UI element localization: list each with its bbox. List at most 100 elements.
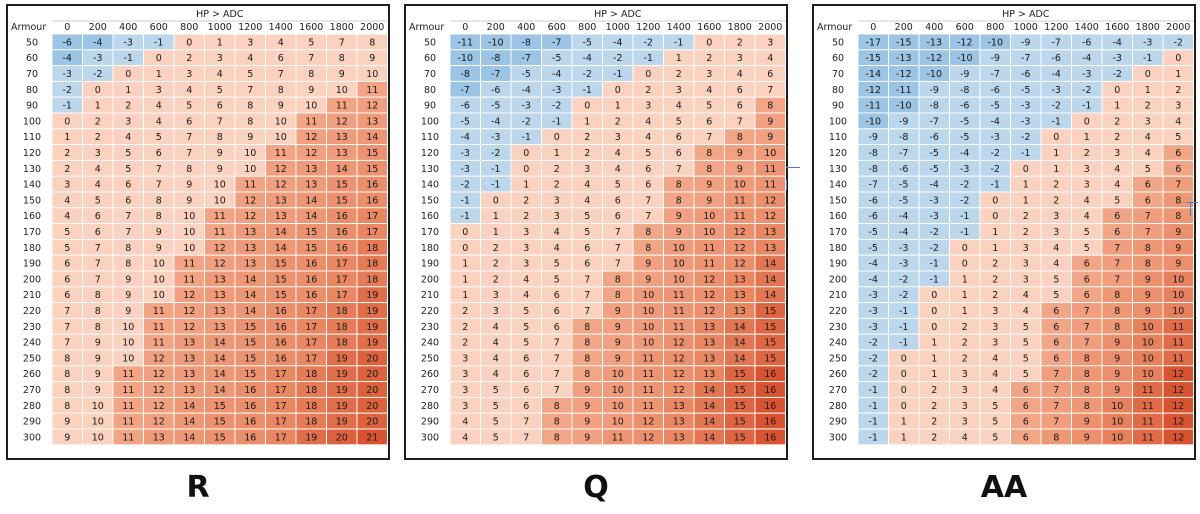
cell-value-label: 3 xyxy=(1084,180,1090,191)
cell-value-label: 17 xyxy=(366,211,378,222)
cell-value-label: 4 xyxy=(554,243,560,254)
cell-value-label: 2 xyxy=(1084,148,1090,159)
cell-value-label: 16 xyxy=(764,369,776,380)
row-tick-label: 250 xyxy=(23,353,41,364)
cell-value-label: -5 xyxy=(491,101,500,112)
cell-value-label: -4 xyxy=(63,53,72,64)
cell-value-label: 2 xyxy=(962,322,968,333)
cell-value-label: -4 xyxy=(491,116,500,127)
cell-value-label: 8 xyxy=(615,290,621,301)
cell-value-label: 9 xyxy=(308,85,314,96)
cell-value-label: 6 xyxy=(554,322,560,333)
cell-value-label: 14 xyxy=(183,401,195,412)
cell-value-label: 12 xyxy=(336,116,348,127)
column-tick-label: 400 xyxy=(925,22,943,33)
cell-value-label: -8 xyxy=(869,164,878,175)
column-tick-label: 0 xyxy=(64,22,70,33)
cell-value-label: 4 xyxy=(247,53,253,64)
cell-value-label: 7 xyxy=(1175,180,1181,191)
row-tick-label: 160 xyxy=(421,211,439,222)
row-tick-label: 240 xyxy=(23,338,41,349)
cell-value-label: 3 xyxy=(523,259,529,270)
cell-value-label: 13 xyxy=(275,211,287,222)
cell-value-label: 1 xyxy=(462,274,468,285)
cell-value-label: 3 xyxy=(1084,164,1090,175)
cell-value-label: 7 xyxy=(615,243,621,254)
cell-value-label: 14 xyxy=(764,274,776,285)
column-tick-label: 200 xyxy=(895,22,913,33)
cell-value-label: 3 xyxy=(1023,243,1029,254)
cell-value-label: 15 xyxy=(275,290,287,301)
cell-value-label: 9 xyxy=(278,101,284,112)
cell-value-label: 14 xyxy=(734,322,746,333)
cell-value-label: 7 xyxy=(615,227,621,238)
top-title: HP > ADC xyxy=(594,9,642,20)
cell-value-label: 11 xyxy=(642,385,654,396)
cell-value-label: 3 xyxy=(1053,227,1059,238)
cell-value-label: 13 xyxy=(275,195,287,206)
cell-value-label: 0 xyxy=(901,353,907,364)
cell-value-label: -5 xyxy=(991,101,1000,112)
cell-value-label: 12 xyxy=(734,243,746,254)
cell-value-label: 9 xyxy=(737,164,743,175)
cell-value-label: 6 xyxy=(95,211,101,222)
cell-value-label: 6 xyxy=(1023,401,1029,412)
cell-value-label: -4 xyxy=(1052,69,1061,80)
cell-value-label: 6 xyxy=(1084,259,1090,270)
cell-value-label: 11 xyxy=(366,85,378,96)
cell-value-label: 11 xyxy=(305,116,317,127)
cell-value-label: -2 xyxy=(1082,85,1091,96)
cell-value-label: -1 xyxy=(899,306,908,317)
cell-value-label: 9 xyxy=(1145,274,1151,285)
cell-value-label: 12 xyxy=(366,101,378,112)
cell-value-label: 0 xyxy=(493,195,499,206)
cell-value-label: 4 xyxy=(278,37,284,48)
cell-value-label: 0 xyxy=(125,69,131,80)
cell-value-label: 2 xyxy=(706,53,712,64)
cell-value-label: 12 xyxy=(764,195,776,206)
cell-value-label: 4 xyxy=(1114,164,1120,175)
cell-value-label: 9 xyxy=(217,148,223,159)
cell-value-label: 12 xyxy=(305,132,317,143)
cell-value-label: 6 xyxy=(523,401,529,412)
cell-value-label: 8 xyxy=(308,69,314,80)
cell-value-label: 17 xyxy=(336,290,348,301)
cell-value-label: -7 xyxy=(1052,37,1061,48)
cell-value-label: 11 xyxy=(153,322,165,333)
cell-value-label: 7 xyxy=(615,259,621,270)
cell-value-label: -5 xyxy=(552,53,561,64)
cell-value-label: 17 xyxy=(275,385,287,396)
cell-value-label: 6 xyxy=(1023,417,1029,428)
cell-value-label: 6 xyxy=(615,195,621,206)
row-tick-label: 120 xyxy=(23,148,41,159)
cell-value-label: 5 xyxy=(1145,164,1151,175)
cell-value-label: -13 xyxy=(926,37,942,48)
row-tick-label: 120 xyxy=(829,148,847,159)
cell-value-label: 4 xyxy=(462,417,468,428)
cell-value-label: 2 xyxy=(1023,227,1029,238)
cell-value-label: -2 xyxy=(93,69,102,80)
cell-value-label: -2 xyxy=(991,148,1000,159)
cell-value-label: -7 xyxy=(899,148,908,159)
cell-value-label: 14 xyxy=(366,132,378,143)
cell-value-label: 6 xyxy=(64,259,70,270)
cell-value-label: -5 xyxy=(960,116,969,127)
cell-value-label: 11 xyxy=(214,227,226,238)
column-tick-label: 800 xyxy=(986,22,1004,33)
cell-value-label: 11 xyxy=(703,259,715,270)
cell-value-label: 8 xyxy=(676,180,682,191)
column-tick-label: 1800 xyxy=(1136,22,1160,33)
cell-value-label: 17 xyxy=(305,322,317,333)
cell-value-label: -8 xyxy=(522,37,531,48)
cell-value-label: 3 xyxy=(95,148,101,159)
column-tick-label: 1400 xyxy=(667,22,691,33)
cell-value-label: 7 xyxy=(1114,274,1120,285)
cell-value-label: -3 xyxy=(124,37,133,48)
cell-value-label: 13 xyxy=(214,274,226,285)
cell-value-label: -7 xyxy=(522,53,531,64)
heatmap-panel-aa: HP > ADC Armour 0 200 400 600 800 1000 1200 1400 1… xyxy=(812,4,1196,460)
cell-value-label: 4 xyxy=(1114,180,1120,191)
cell-value-label: 10 xyxy=(122,353,134,364)
cell-value-label: 7 xyxy=(278,69,284,80)
cell-value-label: 7 xyxy=(1084,338,1090,349)
